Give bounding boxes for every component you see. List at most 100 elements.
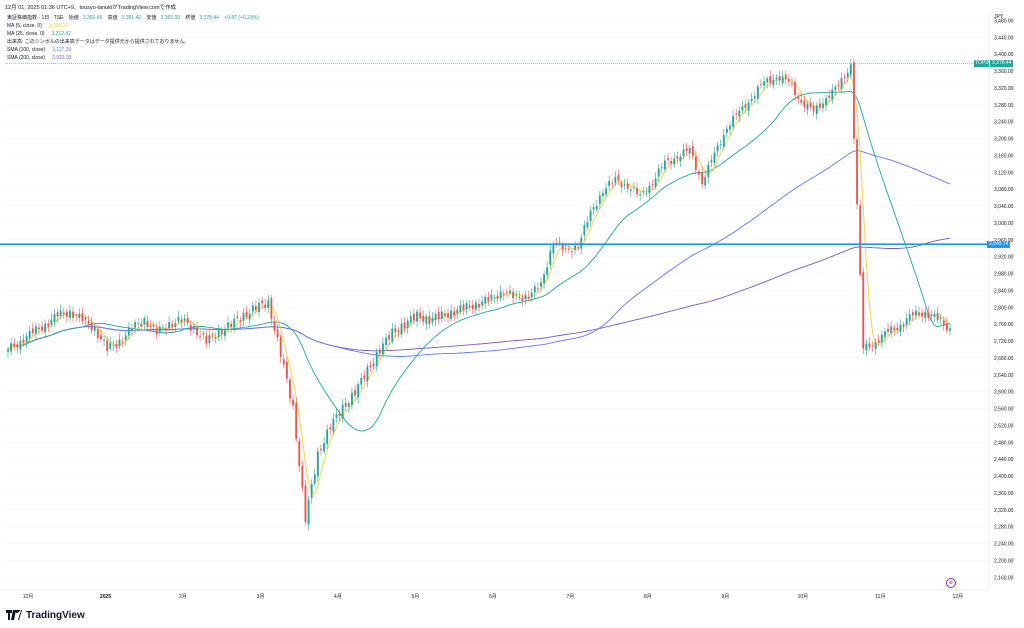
candle-body [456,309,459,314]
candle-body [567,248,570,250]
candle-body [400,323,403,335]
candle-body [183,318,186,321]
candle-body [217,329,220,337]
candle-body [474,302,477,310]
candle-body [831,89,834,100]
candle-body [304,485,307,522]
candle-body [784,74,787,80]
candle-body [59,310,62,317]
indicator-label: SMA (200, close) [7,55,46,61]
candle-body [134,322,136,328]
candle-body [589,210,592,222]
candle-body [874,342,877,350]
candle-body [654,178,657,187]
candle-body [890,326,893,334]
candle-body [945,323,948,331]
candle-body [772,79,775,85]
candle-body [447,313,449,318]
settings-icon[interactable]: ⚙ [946,578,956,588]
candle-body [564,247,567,249]
candle-body [698,171,700,175]
candle-body [763,81,766,86]
price-tick-label: 2,920.00 [994,255,1014,261]
candle-body [626,183,629,189]
candle-body [732,116,735,127]
candle-body [921,312,924,317]
open-value: 3,366.66 [82,15,103,21]
currency-label[interactable]: JPY [994,14,1004,20]
candle-body [797,96,800,99]
candle-body [558,241,561,243]
price-tick-label: 2,760.00 [994,322,1014,328]
candle-body [385,337,387,345]
candle-body [388,335,391,340]
candle-body [87,320,90,325]
sma100-path [7,150,951,357]
candle-body [865,343,868,351]
candle-body [375,351,378,366]
candle-body [465,303,468,310]
time-tick-label: 10月 [798,594,809,600]
candle-body [512,291,515,299]
price-tick-label: 3,000.00 [994,221,1014,227]
tradingview-logo[interactable]: TradingView [6,608,85,622]
candle-body [552,243,555,253]
candle-body [651,184,654,185]
candle-body [285,362,288,379]
legend-indicator[interactable]: SMA (200, close) 2,913.33 [7,54,263,62]
candle-body [205,336,208,344]
candle-body [536,288,539,290]
time-tick-label: 12月 [953,594,964,600]
candle-body [623,184,626,186]
candle-body [701,172,704,184]
candle-body [853,62,855,139]
candle-body [90,322,93,331]
candle-body [670,161,673,164]
candle-body [165,328,167,331]
ma25-path [7,90,951,432]
candle-body [633,187,635,189]
candle-body [756,86,759,99]
candle-body [605,188,607,195]
candle-body [688,148,691,154]
candle-body [493,297,496,298]
candle-body [208,335,211,343]
candle-body [840,78,843,89]
price-tick-label: 3,400.00 [994,52,1014,58]
candle-body [602,193,604,197]
candle-body [725,128,728,133]
candle-body [292,399,295,406]
legend-indicator[interactable]: 出来高: このシンボルの出来高データはデータ提供元から提供されておりません。 [7,38,263,46]
candle-body [673,158,676,165]
candle-body [608,180,611,186]
candle-body [453,311,456,316]
candle-body [478,304,480,308]
candle-body [96,329,99,338]
candle-body [354,390,356,396]
high-label: 高値 [107,15,118,21]
candle-body [803,100,806,108]
candle-body [849,64,852,75]
candle-body [394,328,397,333]
candle-body [679,156,682,162]
price-tick-label: 2,440.00 [994,457,1014,463]
candle-body [905,318,908,325]
legend-indicator[interactable]: MA (25, close, 0) 3,312.42 [7,30,263,38]
candle-body [16,344,19,348]
price-tick-label: 3,080.00 [994,187,1014,193]
candle-body [642,191,645,193]
candle-body [366,366,369,382]
candle-body [419,312,422,319]
candle-body [332,418,335,432]
price-tick-label: 2,600.00 [994,390,1014,396]
candle-body [162,327,164,329]
candle-body [84,317,87,320]
candle-body [753,96,756,99]
candle-body [859,205,862,275]
price-axis: 3,480.00 3,440.00 3,400.00 3,360.00 3,320.00… [988,12,1014,590]
candle-body [214,337,217,339]
candle-body [34,326,37,334]
legend-indicator[interactable]: MA (5, close, 0) 3,339.13 [7,22,263,30]
legend-indicator[interactable]: SMA (100, close) 3,117.29 [7,46,263,54]
